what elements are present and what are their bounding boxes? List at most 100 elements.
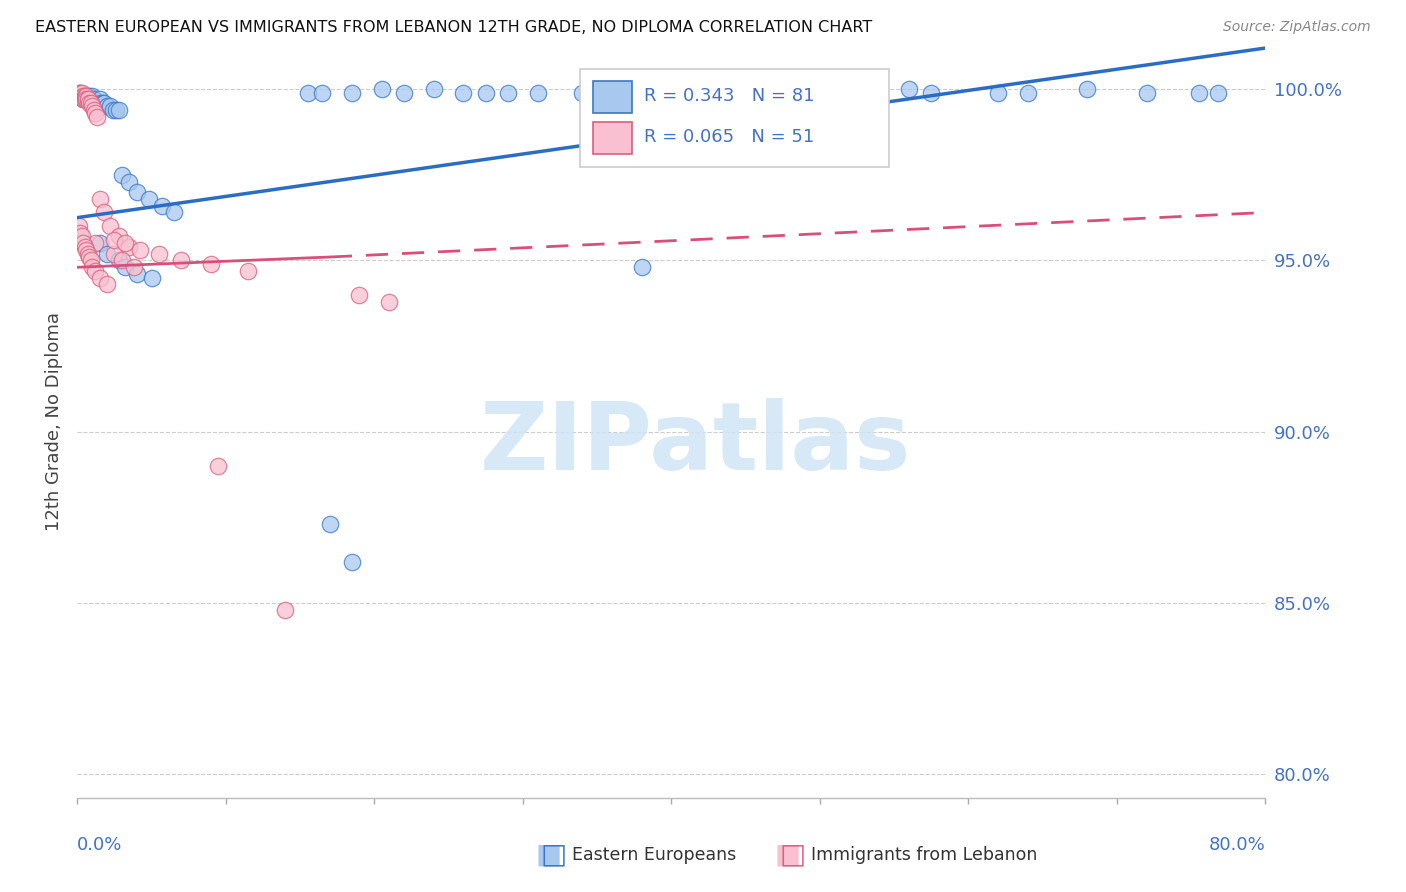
Point: [76, 92, 98, 106]
Point: [70, 86, 93, 100]
Point: [77, 95, 100, 110]
Point: [311, 86, 333, 100]
Point: [84, 236, 107, 251]
Text: ZIPatlas: ZIPatlas: [479, 398, 911, 490]
Point: [77, 250, 100, 264]
Point: [340, 555, 363, 569]
Point: [84, 264, 107, 278]
Point: [474, 86, 496, 100]
Point: [98, 99, 121, 113]
Point: [378, 294, 401, 309]
Point: [200, 257, 222, 271]
Point: [86, 95, 108, 110]
Point: [80, 95, 103, 110]
Point: [67, 89, 90, 103]
Point: [72, 89, 94, 103]
Point: [101, 103, 124, 117]
Point: [114, 260, 136, 275]
Point: [108, 253, 131, 268]
Text: EASTERN EUROPEAN VS IMMIGRANTS FROM LEBANON 12TH GRADE, NO DIPLOMA CORRELATION C: EASTERN EUROPEAN VS IMMIGRANTS FROM LEBA…: [35, 20, 872, 35]
Point: [73, 240, 96, 254]
Point: [453, 86, 475, 100]
FancyBboxPatch shape: [592, 81, 631, 112]
Point: [98, 219, 121, 234]
FancyBboxPatch shape: [581, 70, 889, 167]
Point: [103, 246, 125, 260]
Point: [111, 168, 134, 182]
Point: [274, 603, 297, 617]
Point: [163, 205, 186, 219]
Text: Source: ZipAtlas.com: Source: ZipAtlas.com: [1223, 20, 1371, 34]
Point: [630, 260, 652, 275]
Point: [73, 89, 96, 103]
Point: [77, 92, 100, 106]
Point: [526, 86, 548, 100]
Point: [1076, 82, 1098, 96]
Text: □: □: [780, 840, 806, 869]
Point: [73, 92, 96, 106]
Point: [128, 243, 150, 257]
Point: [75, 89, 97, 103]
Point: [114, 236, 136, 251]
Point: [1017, 86, 1039, 100]
Point: [89, 92, 111, 106]
Text: ■: ■: [536, 840, 561, 869]
Point: [86, 110, 108, 124]
Point: [82, 99, 104, 113]
Point: [76, 89, 98, 103]
Point: [75, 92, 97, 106]
Point: [83, 92, 105, 106]
Point: [1206, 86, 1229, 100]
Point: [150, 199, 173, 213]
Point: [108, 103, 131, 117]
Point: [83, 103, 105, 117]
Point: [89, 236, 111, 251]
Point: [987, 86, 1010, 100]
Point: [67, 219, 90, 234]
Point: [82, 89, 104, 103]
Point: [600, 86, 623, 100]
Y-axis label: 12th Grade, No Diploma: 12th Grade, No Diploma: [45, 312, 63, 531]
Point: [125, 267, 148, 281]
Point: [96, 99, 118, 113]
Point: [73, 92, 96, 106]
Point: [75, 89, 97, 103]
Point: [93, 205, 115, 219]
Point: [89, 270, 111, 285]
Point: [645, 86, 668, 100]
Point: [69, 86, 91, 100]
Point: [920, 86, 942, 100]
Point: [104, 103, 127, 117]
Point: [72, 89, 94, 103]
Text: R = 0.343   N = 81: R = 0.343 N = 81: [644, 87, 814, 104]
Point: [80, 92, 103, 106]
Point: [122, 260, 145, 275]
Point: [84, 95, 107, 110]
Point: [103, 233, 125, 247]
Point: [77, 89, 100, 103]
Point: [70, 89, 93, 103]
Text: R = 0.065   N = 51: R = 0.065 N = 51: [644, 128, 814, 146]
Point: [125, 185, 148, 199]
Point: [89, 192, 111, 206]
FancyBboxPatch shape: [592, 122, 631, 153]
Point: [236, 264, 259, 278]
Point: [141, 270, 163, 285]
Point: [72, 236, 94, 251]
Point: [69, 86, 91, 100]
Point: [118, 240, 141, 254]
Point: [75, 243, 97, 257]
Point: [69, 89, 91, 103]
Point: [67, 86, 90, 100]
Text: □: □: [541, 840, 567, 869]
Point: [80, 253, 103, 268]
Point: [82, 260, 104, 275]
Point: [82, 92, 104, 106]
Point: [90, 95, 112, 110]
Point: [76, 246, 98, 260]
Point: [96, 277, 118, 292]
Text: 80.0%: 80.0%: [1209, 836, 1265, 854]
Point: [148, 246, 170, 260]
Text: Eastern Europeans: Eastern Europeans: [572, 846, 737, 863]
Point: [1187, 86, 1209, 100]
